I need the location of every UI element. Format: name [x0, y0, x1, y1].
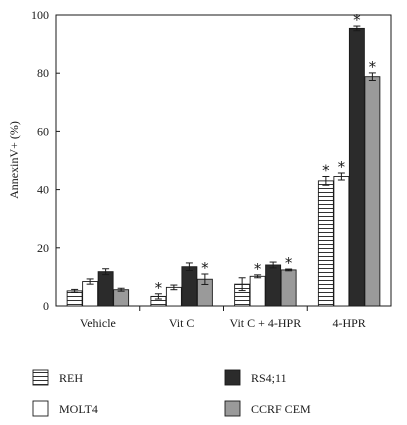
bar	[181, 266, 198, 307]
x-category-label: Vehicle	[80, 316, 116, 330]
y-tick-label: 100	[31, 8, 49, 22]
significance-star: *	[338, 158, 346, 176]
x-category-label: 4-HPR	[332, 316, 365, 330]
significance-star: *	[285, 254, 293, 272]
bar	[249, 275, 266, 307]
legend: REH MOLT4 RS4;11 CCRF CEM	[32, 369, 311, 417]
bar	[82, 281, 99, 307]
y-tick-label: 20	[37, 241, 49, 255]
y-axis-title: AnnexinV+ (%)	[7, 121, 21, 199]
bar	[66, 290, 83, 307]
significance-star: *	[322, 162, 330, 180]
legend-swatch	[224, 369, 241, 386]
x-category-label: Vit C	[169, 316, 195, 330]
legend-label: CCRF CEM	[251, 402, 311, 416]
y-tick-label: 0	[43, 299, 49, 313]
bar	[280, 269, 297, 307]
bar	[333, 176, 350, 307]
legend-label: MOLT4	[59, 402, 98, 416]
bar	[364, 76, 381, 307]
bar	[317, 180, 334, 307]
legend-label: REH	[59, 371, 83, 385]
significance-star: *	[201, 259, 209, 277]
bar	[113, 289, 130, 307]
x-category-label: Vit C + 4-HPR	[230, 316, 302, 330]
legend-swatch	[32, 369, 49, 386]
significance-star: *	[254, 260, 262, 278]
y-tick-label: 80	[37, 66, 49, 80]
significance-star: *	[369, 58, 377, 76]
bar	[265, 264, 282, 307]
y-tick-label: 60	[37, 124, 49, 138]
significance-star: *	[155, 279, 163, 297]
legend-label: RS4;11	[251, 371, 287, 385]
bar	[97, 271, 114, 307]
legend-swatch	[224, 400, 241, 417]
significance-star: *	[353, 11, 361, 29]
y-tick-label: 40	[37, 183, 49, 197]
plot-area: 0 20 40 60 80 100 Vehicle * * Vit C * * Vit C + 4-HP…	[31, 8, 392, 330]
legend-swatch	[32, 400, 49, 417]
bar	[348, 27, 365, 307]
